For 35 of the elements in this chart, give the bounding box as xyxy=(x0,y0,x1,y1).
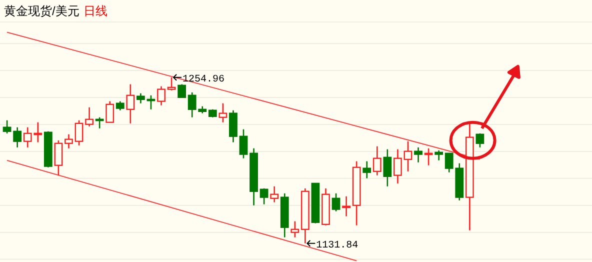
candlestick xyxy=(229,110,238,143)
candlestick xyxy=(218,102,228,123)
candlestick xyxy=(239,128,248,159)
candlestick xyxy=(95,116,104,130)
candlestick xyxy=(362,160,372,179)
candlestick xyxy=(157,86,166,106)
candlestick xyxy=(178,84,186,98)
candlestick xyxy=(424,148,433,166)
annotation: 1131.84 xyxy=(316,240,358,252)
candlestick xyxy=(404,140,412,172)
candlestick xyxy=(136,92,145,104)
candlestick xyxy=(383,148,392,188)
candlestick xyxy=(342,196,350,217)
candlestick xyxy=(270,186,279,203)
candlestick xyxy=(394,148,402,184)
candlestick xyxy=(476,132,484,148)
candlestick xyxy=(116,100,124,111)
candlestick xyxy=(64,134,73,149)
candlestick xyxy=(414,146,422,164)
chart-title: 黄金现货/美元 xyxy=(4,4,80,18)
candlestick xyxy=(167,76,176,92)
candlestick xyxy=(54,140,63,176)
candlestick xyxy=(13,126,22,148)
candlestick xyxy=(126,84,135,124)
candlestick xyxy=(372,146,382,176)
candlestick xyxy=(290,220,300,238)
chart-subtitle: 日线 xyxy=(83,4,108,18)
candlestick xyxy=(2,120,12,134)
candlestick xyxy=(85,106,94,128)
candlestick xyxy=(74,120,84,146)
candlestick xyxy=(260,188,268,205)
candlestick xyxy=(106,100,114,123)
candlestick xyxy=(332,192,340,212)
candlestick xyxy=(434,150,444,161)
annotation: 1254.96 xyxy=(182,74,225,86)
